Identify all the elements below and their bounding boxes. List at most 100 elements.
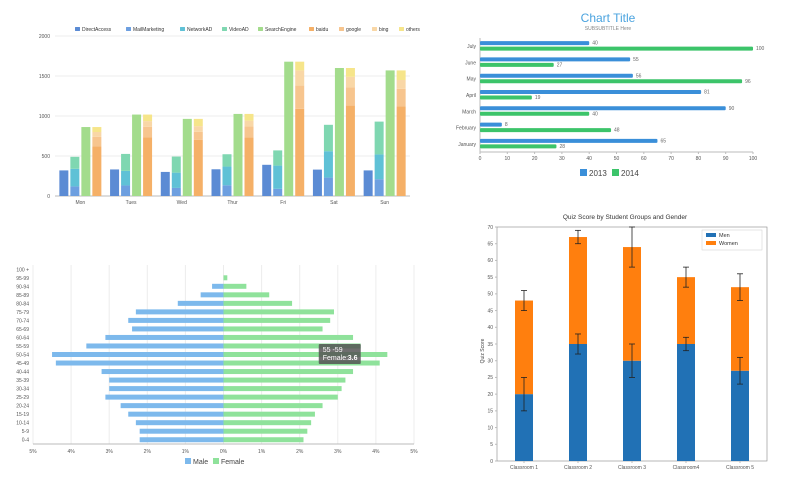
bar-segment — [160, 171, 170, 196]
y-tick-label: February — [456, 126, 477, 132]
data-label: 81 — [704, 90, 710, 96]
y-tick-label: 2000 — [39, 34, 50, 40]
female-bar — [223, 437, 304, 443]
x-tick-label: 1% — [258, 449, 266, 455]
y-tick-label: 75-79 — [16, 310, 29, 316]
male-bar — [128, 411, 224, 417]
y-tick-label: 0-4 — [22, 438, 29, 444]
legend-swatch — [399, 27, 404, 31]
bar-segment — [273, 150, 283, 166]
bar-segment — [222, 154, 232, 167]
bar-segment — [121, 185, 131, 196]
legend-label: 2013 — [589, 169, 607, 178]
y-tick-label: 15-19 — [16, 412, 29, 418]
female-bar — [223, 428, 308, 434]
data-label: 40 — [592, 41, 598, 47]
legend-label: Women — [719, 241, 738, 247]
bar — [480, 122, 502, 127]
bar — [480, 95, 532, 100]
bar — [480, 138, 658, 143]
legend-swatch — [706, 233, 716, 237]
male-bar — [52, 352, 224, 357]
bar-segment — [244, 137, 254, 196]
bar-segment — [323, 151, 333, 178]
male-bar — [177, 300, 224, 306]
bar-segment — [345, 76, 355, 88]
legend-label: MailMarketing — [133, 27, 164, 33]
bar-segment — [143, 121, 153, 127]
bar-segment — [81, 127, 91, 196]
male-bar — [105, 334, 224, 340]
x-tick-label: 60 — [641, 156, 647, 162]
bar-segment — [171, 187, 181, 196]
y-tick-label: May — [467, 77, 477, 83]
x-tick-label: 3% — [106, 449, 114, 455]
legend-box — [701, 229, 763, 251]
female-bar — [223, 352, 388, 357]
female-bar — [223, 420, 312, 426]
bar-segment — [193, 131, 203, 140]
y-tick-label: 45-49 — [16, 361, 29, 367]
legend-label: 2014 — [621, 169, 639, 178]
y-tick-label: April — [466, 93, 476, 99]
male-bar — [135, 309, 224, 315]
y-tick-label: 60-64 — [16, 335, 29, 341]
y-tick-label: 0 — [47, 194, 50, 200]
y-tick-label: 80-84 — [16, 301, 29, 307]
x-tick-label: Mon — [75, 200, 85, 206]
bar-segment — [59, 170, 69, 196]
y-tick-label: 5-9 — [22, 429, 29, 435]
female-bar — [223, 394, 338, 400]
x-tick-label: 100 — [749, 156, 758, 162]
y-tick-label: 90-94 — [16, 284, 29, 290]
bar-segment — [92, 136, 102, 147]
legend-swatch — [580, 169, 587, 176]
data-label: 40 — [592, 111, 598, 117]
y-tick-label: 1500 — [39, 74, 50, 80]
bar-segment — [70, 186, 80, 196]
bar-segment — [363, 170, 373, 196]
data-label: 56 — [636, 73, 642, 79]
bar-segment — [70, 156, 80, 169]
bar-segment — [334, 68, 344, 196]
y-tick-label: 55-59 — [16, 344, 29, 350]
tooltip-title: 55 -59 — [323, 347, 343, 354]
bar-segment — [396, 88, 406, 107]
data-label: 27 — [557, 63, 563, 69]
y-tick-label: 10 — [487, 425, 493, 431]
bar-segment — [92, 132, 102, 137]
legend-swatch — [75, 27, 80, 31]
data-label: 55 — [633, 57, 639, 63]
bar — [480, 106, 726, 111]
legend-label: Men — [719, 233, 730, 239]
bar-segment — [143, 114, 153, 122]
female-bar — [223, 292, 270, 298]
x-tick-label: Thur — [227, 200, 238, 206]
bar-segment — [396, 106, 406, 196]
male-bar — [86, 343, 224, 349]
bar — [480, 144, 557, 149]
x-tick-label: 70 — [668, 156, 674, 162]
women-bar — [623, 247, 641, 361]
bar-segment — [110, 169, 120, 196]
legend-label: baidu — [316, 27, 328, 33]
y-tick-label: 40-44 — [16, 370, 29, 376]
bar-segment — [345, 105, 355, 196]
bar — [480, 57, 631, 62]
x-tick-label: 90 — [723, 156, 729, 162]
bar-segment — [345, 68, 355, 77]
x-tick-label: Sun — [380, 200, 389, 206]
bar-segment — [143, 126, 153, 138]
men-bar — [731, 370, 749, 461]
bar-segment — [374, 121, 384, 155]
chart-title: Quiz Score by Student Groups and Gender — [563, 214, 688, 221]
y-tick-label: 35-39 — [16, 378, 29, 384]
legend-label: others — [406, 27, 420, 33]
bar-segment — [323, 124, 333, 152]
legend-label: Female — [221, 459, 244, 466]
x-tick-label: 3% — [334, 449, 342, 455]
y-tick-label: 25-29 — [16, 395, 29, 401]
y-tick-label: 60 — [487, 258, 493, 264]
traffic-chart-panel: DirectAccess MailMarketing NetworkAD VideoA… — [0, 0, 420, 215]
tooltip-box — [318, 343, 361, 364]
